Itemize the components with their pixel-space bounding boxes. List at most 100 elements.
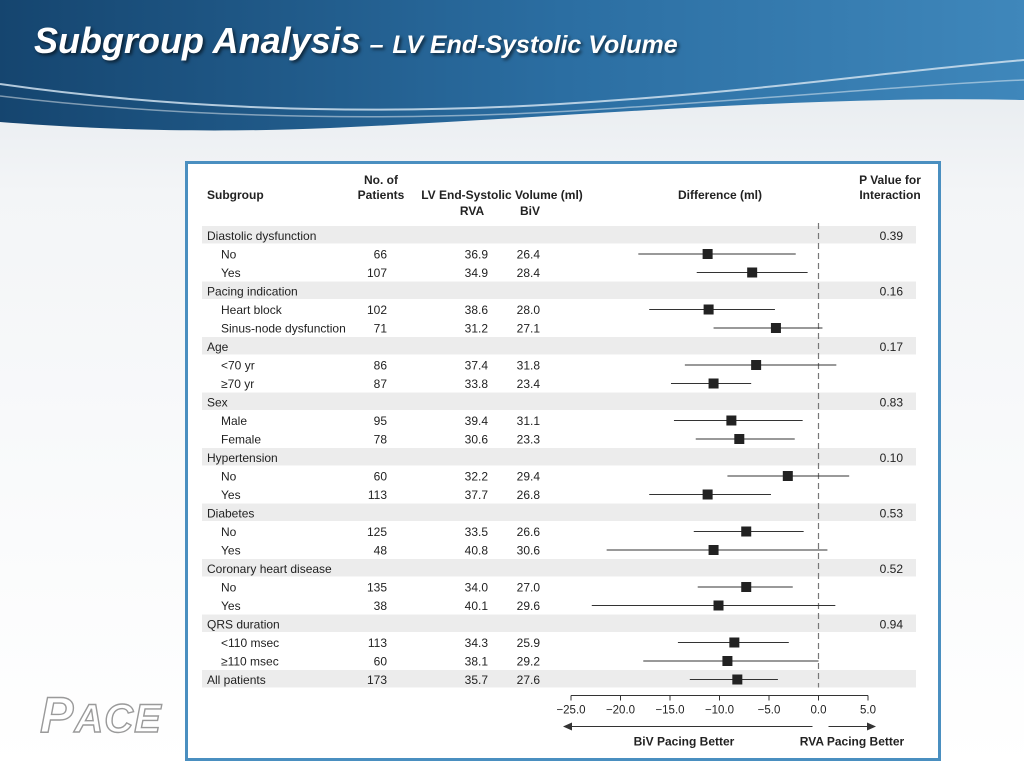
slide-title-separator: –: [369, 31, 384, 59]
n-patients: 125: [367, 525, 387, 539]
row-band: [202, 281, 916, 299]
biv-value: 26.6: [517, 525, 541, 539]
slide-title-sub: LV End-Systolic Volume: [392, 31, 678, 59]
direction-label-right: RVA Pacing Better: [800, 735, 905, 749]
p-value: 0.16: [880, 285, 904, 299]
n-patients: 60: [374, 470, 388, 484]
rva-value: 40.1: [465, 599, 489, 613]
point-estimate: [741, 582, 752, 592]
subgroup-label: Female: [221, 433, 261, 447]
biv-value: 27.6: [517, 673, 541, 687]
row-band: [202, 392, 916, 410]
header-subgroup: Subgroup: [207, 188, 264, 202]
rva-value: 38.1: [465, 655, 489, 669]
point-estimate: [741, 526, 752, 537]
biv-value: 29.4: [517, 470, 541, 484]
n-patients: 78: [374, 433, 388, 447]
p-value: 0.94: [880, 618, 904, 632]
subgroup-label: Yes: [221, 544, 241, 558]
rva-value: 34.9: [465, 266, 489, 280]
point-estimate: [713, 600, 724, 611]
biv-value: 27.0: [517, 581, 541, 595]
subgroup-label: ≥70 yr: [221, 377, 254, 391]
row-band: [202, 503, 916, 521]
n-patients: 107: [367, 266, 387, 280]
biv-value: 29.6: [517, 599, 541, 613]
biv-value: 23.3: [517, 433, 541, 447]
rva-value: 30.6: [465, 433, 489, 447]
n-patients: 87: [374, 377, 388, 391]
row-band: [202, 337, 916, 355]
biv-value: 31.1: [517, 414, 541, 428]
rva-value: 34.3: [465, 636, 489, 650]
p-value: 0.10: [880, 451, 904, 465]
point-estimate: [703, 304, 714, 315]
n-patients: 38: [374, 599, 388, 613]
p-value: 0.83: [880, 396, 904, 410]
n-patients: 60: [374, 655, 388, 669]
subgroup-label: No: [221, 470, 237, 484]
rva-value: 37.4: [465, 359, 489, 373]
n-patients: 86: [374, 359, 388, 373]
subgroup-label: No: [221, 248, 237, 262]
biv-value: 27.1: [517, 322, 541, 336]
rva-value: 36.9: [465, 248, 489, 262]
biv-value: 28.4: [517, 266, 541, 280]
direction-label-left: BiV Pacing Better: [634, 735, 735, 749]
row-band: [202, 559, 916, 577]
header-patients-line1: No. of: [364, 173, 399, 187]
group-label: Hypertension: [207, 451, 278, 465]
total-label: All patients: [207, 673, 266, 687]
header-rva: RVA: [460, 204, 485, 218]
n-patients: 95: [374, 414, 388, 428]
point-estimate: [770, 323, 781, 333]
n-patients: 102: [367, 303, 387, 317]
biv-value: 29.2: [517, 655, 541, 669]
biv-value: 31.8: [517, 359, 541, 373]
header-patients-line2: Patients: [358, 188, 405, 202]
row-band: [202, 670, 916, 688]
point-estimate: [708, 378, 719, 389]
pace-logo-initial: P: [39, 686, 75, 743]
pace-logo: PACE: [39, 686, 162, 744]
p-value: 0.39: [880, 229, 904, 243]
rva-value: 32.2: [465, 470, 489, 484]
header-pvalue-line2: Interaction: [859, 188, 920, 202]
group-label: Diabetes: [207, 507, 254, 521]
subgroup-label: Yes: [221, 488, 241, 502]
group-label: Age: [207, 340, 229, 354]
x-tick-label: −15.0: [655, 705, 684, 717]
subgroup-label: <110 msec: [221, 636, 279, 650]
arrow-right-head: [867, 722, 876, 731]
point-estimate: [782, 471, 793, 481]
rva-value: 38.6: [465, 303, 489, 317]
biv-value: 26.4: [517, 248, 541, 262]
point-estimate: [747, 267, 758, 278]
group-label: Coronary heart disease: [207, 562, 332, 576]
group-label: Pacing indication: [207, 285, 298, 299]
x-tick-label: −10.0: [705, 705, 734, 717]
rva-value: 39.4: [465, 414, 489, 428]
point-estimate: [726, 415, 737, 426]
x-tick-label: −25.0: [556, 705, 585, 717]
x-tick-label: −20.0: [606, 705, 635, 717]
row-band: [202, 448, 916, 466]
n-patients: 173: [367, 673, 387, 687]
header-biv: BiV: [520, 204, 540, 218]
point-estimate: [729, 637, 740, 648]
subgroup-label: ≥110 msec: [221, 655, 279, 669]
subgroup-label: Yes: [221, 266, 241, 280]
row-band: [202, 226, 916, 244]
biv-value: 25.9: [517, 636, 541, 650]
biv-value: 23.4: [517, 377, 541, 391]
point-estimate: [722, 656, 733, 666]
rva-value: 33.5: [465, 525, 489, 539]
point-estimate: [708, 545, 719, 555]
arrow-left-head: [563, 722, 572, 731]
subgroup-label: Heart block: [221, 303, 283, 317]
slide-title-main: Subgroup Analysis: [34, 20, 361, 61]
rva-value: 35.7: [465, 673, 489, 687]
subgroup-label: No: [221, 581, 237, 595]
biv-value: 28.0: [517, 303, 541, 317]
